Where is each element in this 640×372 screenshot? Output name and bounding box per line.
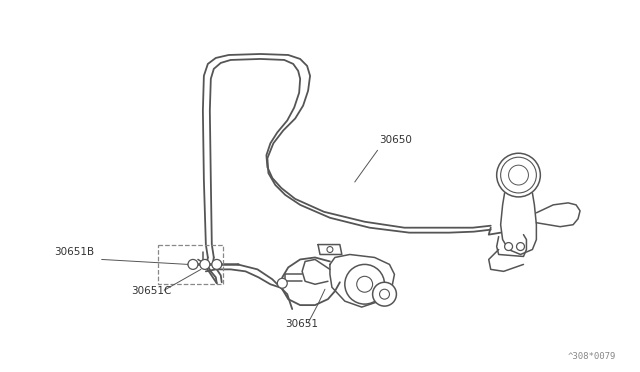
Circle shape — [500, 157, 536, 193]
Circle shape — [516, 243, 524, 250]
Circle shape — [509, 165, 529, 185]
Circle shape — [497, 153, 540, 197]
Circle shape — [212, 259, 221, 269]
Circle shape — [188, 259, 198, 269]
Circle shape — [327, 247, 333, 253]
Text: 30651: 30651 — [285, 319, 318, 329]
Circle shape — [504, 243, 513, 250]
Circle shape — [345, 264, 385, 304]
Circle shape — [277, 278, 287, 288]
Circle shape — [380, 289, 390, 299]
Circle shape — [200, 259, 210, 269]
Circle shape — [356, 276, 372, 292]
Text: ^308*0079: ^308*0079 — [568, 352, 616, 361]
Circle shape — [372, 282, 396, 306]
Text: 30650: 30650 — [380, 135, 412, 145]
Text: 30651C: 30651C — [131, 286, 172, 296]
Text: 30651B: 30651B — [54, 247, 94, 257]
